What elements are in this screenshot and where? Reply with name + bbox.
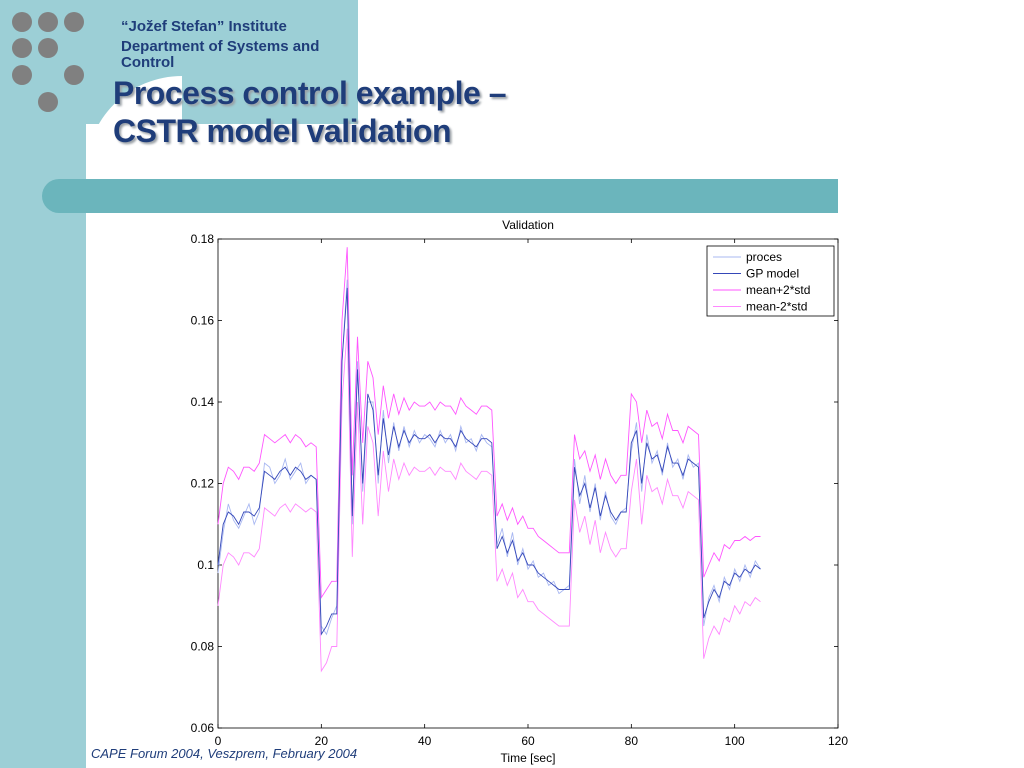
institute-header: “Jožef Stefan” Institute Department of S…	[121, 18, 361, 75]
slide-title-line-2: CSTR model validation	[113, 113, 451, 149]
slide-title-line-1: Process control example –	[113, 75, 507, 111]
plot-area	[217, 238, 839, 729]
decor-dot	[38, 38, 58, 58]
department-name: Department of Systems and Control	[121, 38, 320, 71]
series-line-2	[217, 287, 761, 636]
x-tick-label: 100	[725, 734, 745, 748]
institute-name: “Jožef Stefan” Institute	[121, 18, 287, 35]
decor-dot	[12, 38, 32, 58]
x-axis-label: Time [sec]	[501, 751, 556, 765]
series-line-4	[217, 328, 761, 673]
decor-dot	[12, 65, 32, 85]
x-tick-label: 60	[521, 734, 535, 748]
y-tick-label: 0.16	[191, 314, 215, 328]
y-tick-label: 0.08	[191, 640, 215, 654]
y-tick-label: 0.06	[191, 721, 215, 735]
legend-box	[706, 245, 835, 317]
decor-dot	[38, 92, 58, 112]
decor-dot	[38, 12, 58, 32]
decor-dot	[64, 65, 84, 85]
legend-label: GP model	[746, 267, 799, 281]
legend-label: proces	[746, 250, 782, 264]
series-line-3	[217, 247, 761, 600]
decor-dot	[64, 12, 84, 32]
legend-label: mean+2*std	[746, 283, 810, 297]
x-tick-label: 40	[418, 734, 432, 748]
accent-bar	[42, 179, 838, 213]
x-tick-label: 20	[315, 734, 329, 748]
left-decor-band	[0, 0, 86, 768]
y-tick-label: 0.18	[191, 232, 215, 246]
x-tick-label: 0	[215, 734, 222, 748]
footer-text: CAPE Forum 2004, Veszprem, February 2004	[91, 746, 358, 761]
x-tick-label: 120	[828, 734, 848, 748]
chart-title: Validation	[502, 218, 554, 232]
slide-title: Process control example – CSTR model val…	[113, 74, 507, 150]
legend-label: mean-2*std	[746, 300, 807, 314]
y-tick-label: 0.1	[197, 558, 214, 572]
x-tick-label: 80	[625, 734, 639, 748]
decor-dot	[12, 12, 32, 32]
y-tick-label: 0.12	[191, 477, 215, 491]
y-tick-label: 0.14	[191, 395, 215, 409]
